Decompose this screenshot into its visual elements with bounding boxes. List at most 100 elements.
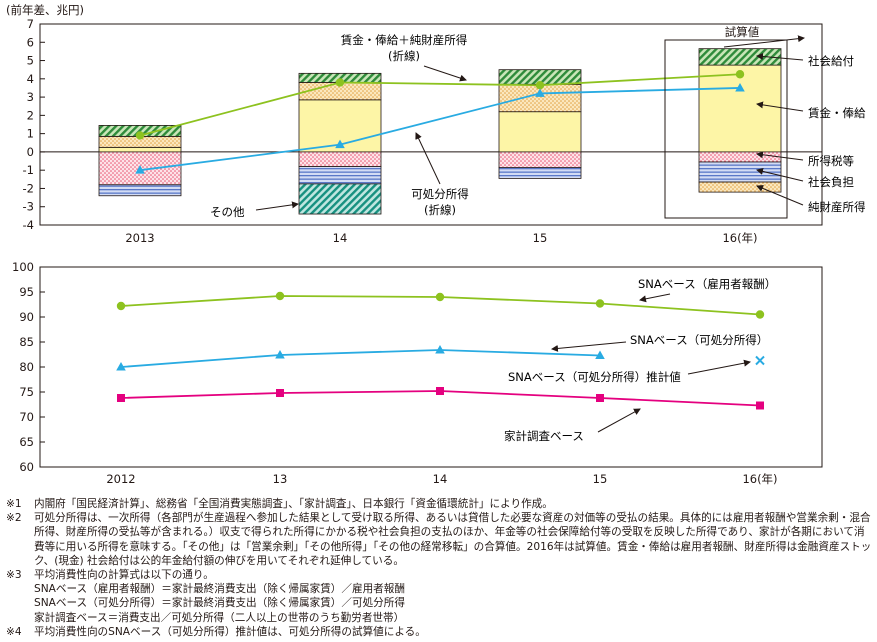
note-1: ※1 内閣府「国民経済計算」、総務省「全国消費実態調査」、「家計調査」、日本銀行… — [6, 497, 874, 511]
c2-data-point — [275, 291, 285, 301]
formula-sna-disposable: SNAベース（可処分所得）＝家計最終消費支出（除く帰属家賃）／可処分所得 — [34, 597, 405, 610]
bar-segment — [698, 151, 782, 163]
c1-bars — [98, 48, 782, 215]
note-3: ※3 平均消費性向の計算式は以下の通り。 — [6, 568, 874, 582]
c2-x-tick-label: 2012 — [106, 472, 135, 486]
note-mark: ※2 — [6, 512, 22, 525]
c2-x-tick-label: 15 — [593, 472, 608, 486]
c1-y-tick-label: -1 — [23, 163, 34, 177]
c2-lines — [116, 291, 765, 410]
c2-data-point — [595, 299, 605, 308]
c2-data-point — [436, 387, 444, 395]
leader-wage-line — [423, 65, 467, 82]
c1-y-tick-label: 1 — [27, 127, 34, 141]
formula-household-survey: 家計調査ベース＝消費支出／可処分所得（二人以上の世帯のうち勤労者世帯） — [34, 611, 405, 624]
note-mark: ※1 — [6, 498, 22, 510]
c2-x-axis: 2012 13 14 15 16(年) — [106, 472, 777, 486]
c2-x-tick-label: 14 — [433, 472, 448, 486]
annotation-disposable-line-sub: (折線) — [424, 203, 456, 217]
c2-data-point — [755, 355, 765, 366]
bar-segment — [498, 151, 582, 168]
bar-segment — [98, 146, 182, 153]
notes: ※1 内閣府「国民経済計算」、総務省「全国消費実態調査」、「家計調査」、日本銀行… — [6, 497, 874, 639]
leader-sna-compensation — [639, 293, 671, 303]
c1-x-tick-label: 16(年) — [722, 231, 757, 245]
leader-sna-disposable-estimate — [687, 359, 751, 375]
c1-x-tick-label: 15 — [533, 231, 548, 245]
leader-disposable-line — [415, 132, 441, 185]
leader-wage — [756, 101, 804, 112]
bar-segment — [298, 151, 382, 167]
leader-sna-disposable — [551, 341, 627, 352]
label-household-survey: 家計調査ベース — [504, 429, 584, 443]
c2-data-point — [596, 394, 604, 402]
c1-data-point — [735, 82, 745, 92]
bar-segment — [298, 183, 382, 215]
note-mark: ※3 — [6, 569, 22, 582]
c1-data-point — [135, 131, 145, 140]
annotation-wage-line-sub: (折線) — [388, 49, 420, 63]
c2-y-tick-label: 75 — [19, 385, 34, 399]
leader-social-burden — [756, 167, 804, 182]
annotation-other: その他 — [210, 205, 245, 219]
annotation-social-benefit: 社会給付 — [808, 54, 854, 68]
c1-ylabel: (前年差、兆円) — [6, 3, 84, 17]
note-4: ※4 平均消費性向のSNAベース（可処分所得）推計値は、可処分所得の試算値による… — [6, 625, 874, 639]
c2-y-tick-label: 100 — [12, 260, 34, 274]
c1-x-axis: 2013 14 15 16(年) — [125, 231, 757, 245]
c1-y-tick-label: 6 — [27, 35, 34, 49]
bar-segment — [298, 166, 382, 185]
c2-y-tick-label: 60 — [19, 460, 34, 474]
leader-social-benefit-2 — [756, 53, 804, 61]
note-text: 平均消費性向の計算式は以下の通り。 — [34, 569, 214, 582]
c1-x-tick-label: 14 — [333, 231, 348, 245]
c2-y-tick-label: 70 — [19, 410, 34, 424]
label-sna-compensation: SNAベース（雇用者報酬） — [638, 277, 776, 291]
c1-y-tick-label: -2 — [23, 181, 34, 195]
bar-segment — [698, 48, 782, 66]
c2-data-point — [595, 350, 605, 359]
c2-series-line — [120, 349, 601, 368]
c1-data-point — [735, 70, 745, 79]
c2-y-tick-label: 85 — [19, 335, 34, 349]
note-mark: ※4 — [6, 625, 22, 638]
c1-data-point — [135, 165, 145, 174]
c1-lines — [135, 70, 745, 174]
note-text: 可処分所得は、一次所得（各部門が生産過程へ参加した結果として受け取る所得、あるい… — [34, 512, 872, 567]
c1-y-tick-label: -3 — [23, 200, 34, 214]
bar-segment — [698, 64, 782, 153]
c1-data-point — [335, 78, 345, 87]
c2-data-point — [275, 350, 285, 359]
c1-y-tick-label: -4 — [23, 218, 34, 232]
annotation-social-burden: 社会負担 — [808, 175, 854, 189]
c2-x-tick-label: 16(年) — [742, 472, 777, 486]
note-text: 平均消費性向のSNAベース（可処分所得）推計値は、可処分所得の試算値による。 — [34, 625, 426, 638]
leader-other — [255, 201, 299, 211]
c2-data-point — [435, 345, 445, 354]
leader-income-tax — [756, 151, 804, 161]
c1-y-tick-label: 3 — [27, 90, 34, 104]
c2-data-point — [116, 301, 126, 311]
label-sna-disposable-estimate: SNAベース（可処分所得）推計値 — [508, 370, 681, 384]
c2-y-tick-label: 80 — [19, 360, 34, 374]
label-sna-disposable: SNAベース（可処分所得） — [630, 333, 768, 347]
bar-segment — [98, 184, 182, 197]
leader-social-benefit — [723, 35, 805, 48]
c2-y-tick-label: 65 — [19, 435, 34, 449]
annotation-net-property: 純財産所得 — [808, 200, 866, 214]
c1-y-tick-label: 4 — [27, 72, 34, 86]
c1-series-line — [139, 73, 741, 137]
c1-plot-frame — [39, 23, 823, 226]
note-2: ※2 可処分所得は、一次所得（各部門が生産過程へ参加した結果として受け取る所得、… — [6, 511, 874, 568]
c2-y-axis: 60 65 70 75 80 85 90 95 100 — [12, 260, 823, 474]
leader-household-survey — [597, 408, 641, 433]
c2-x-tick-label: 13 — [273, 472, 288, 486]
c2-data-point — [116, 362, 126, 371]
bar-segment — [498, 167, 582, 179]
c1-x-tick-label: 2013 — [125, 231, 154, 245]
annotation-wage-line: 賃金・俸給＋純財産所得 — [341, 33, 468, 47]
c2-data-point — [756, 401, 764, 410]
bar-segment — [698, 161, 782, 183]
